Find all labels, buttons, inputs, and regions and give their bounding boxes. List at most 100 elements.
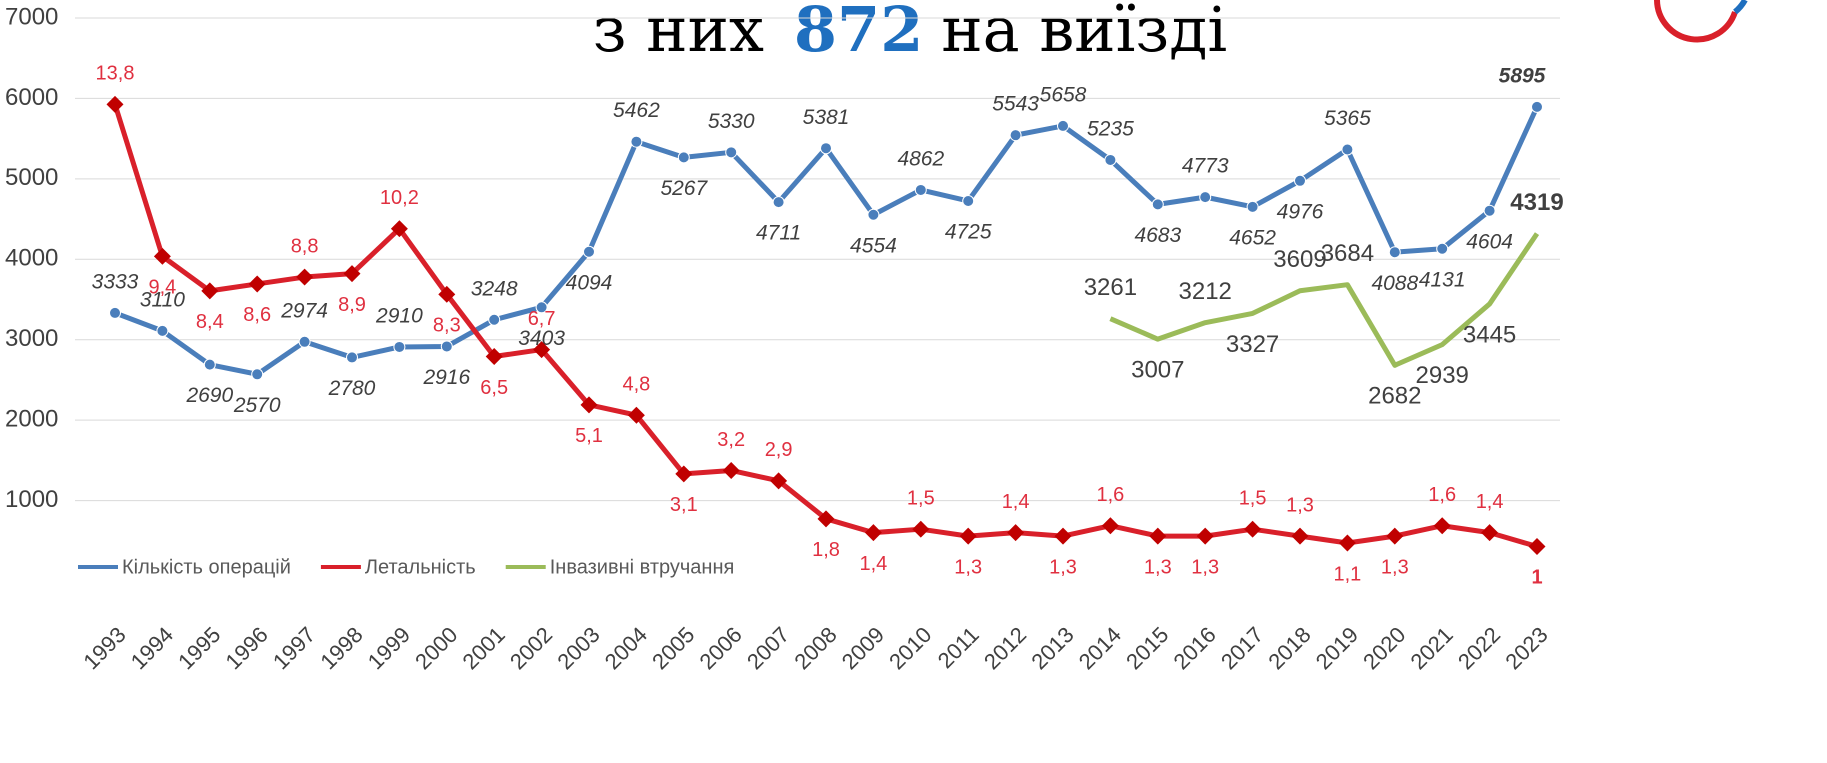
data-point xyxy=(583,245,595,258)
data-label: 2974 xyxy=(280,299,328,322)
data-label: 5658 xyxy=(1040,83,1087,106)
title-part: з них xyxy=(593,0,764,66)
data-point xyxy=(1436,242,1449,255)
series-line xyxy=(1109,232,1540,368)
data-label: 8,6 xyxy=(243,304,271,326)
data-point xyxy=(485,348,503,365)
legend-label: Інвазивні втручання xyxy=(550,556,735,578)
data-point xyxy=(722,461,740,479)
x-tick-label: 2004 xyxy=(600,622,652,674)
data-label: 5235 xyxy=(1087,118,1134,141)
data-label: 1,4 xyxy=(1476,491,1504,513)
data-point xyxy=(1246,200,1259,213)
x-tick-label: 2010 xyxy=(884,622,936,674)
data-label: 1,4 xyxy=(1002,491,1030,513)
x-tick-label: 2005 xyxy=(647,622,699,674)
data-point xyxy=(1057,119,1069,132)
x-tick-label: 2003 xyxy=(552,622,604,674)
data-point xyxy=(1199,191,1212,204)
data-point xyxy=(864,524,882,542)
y-tick-label: 4000 xyxy=(5,245,58,272)
data-label: 5462 xyxy=(613,99,660,122)
data-label: 3609 xyxy=(1273,246,1326,273)
data-label: 5,1 xyxy=(575,425,603,447)
data-label: 4711 xyxy=(756,222,801,245)
data-point xyxy=(533,341,551,359)
x-tick-label: 2000 xyxy=(410,622,462,674)
data-point xyxy=(1433,517,1451,535)
data-point xyxy=(1481,524,1499,542)
data-point xyxy=(1196,527,1214,545)
data-label: 5365 xyxy=(1324,107,1371,130)
data-label: 2910 xyxy=(375,304,423,327)
x-tick-label: 2020 xyxy=(1358,622,1410,674)
data-point xyxy=(1291,527,1309,545)
y-tick-label: 3000 xyxy=(5,325,58,352)
data-label: 9,4 xyxy=(148,277,176,299)
data-point xyxy=(296,268,314,286)
data-point xyxy=(677,151,690,164)
legend-label: Кількість операцій xyxy=(122,556,291,578)
x-tick-label: 2023 xyxy=(1500,622,1552,674)
data-point xyxy=(203,358,216,371)
y-tick-label: 2000 xyxy=(5,405,58,432)
data-label: 5895 xyxy=(1499,64,1546,87)
data-point xyxy=(1483,204,1496,217)
data-point xyxy=(1388,246,1401,259)
data-point xyxy=(343,265,361,283)
data-point xyxy=(109,306,121,319)
x-tick-label: 2001 xyxy=(458,622,510,674)
data-point xyxy=(298,335,311,348)
data-point xyxy=(1149,527,1167,545)
data-label: 2690 xyxy=(185,384,233,407)
data-label: 6,5 xyxy=(480,377,508,399)
data-point xyxy=(390,220,408,238)
data-label: 5330 xyxy=(708,110,755,133)
data-point xyxy=(1151,198,1164,211)
x-tick-label: 2007 xyxy=(742,622,794,674)
x-tick-label: 1994 xyxy=(126,622,178,674)
data-point xyxy=(627,406,645,424)
y-tick-label: 5000 xyxy=(5,164,58,191)
data-point xyxy=(770,472,788,490)
title-number: 872 xyxy=(794,0,923,66)
data-label: 4652 xyxy=(1229,226,1276,249)
y-tick-label: 6000 xyxy=(5,84,58,111)
title-part: на виїзді xyxy=(941,0,1227,66)
data-point xyxy=(962,194,975,207)
x-tick-label: 2002 xyxy=(505,622,557,674)
data-point xyxy=(1244,520,1262,538)
x-tick-label: 2018 xyxy=(1263,622,1315,674)
data-label: 4862 xyxy=(897,148,944,171)
x-tick-label: 2015 xyxy=(1121,622,1173,674)
data-point xyxy=(820,142,832,155)
data-label: 3248 xyxy=(471,277,518,300)
x-tick-label: 2006 xyxy=(695,622,747,674)
x-tick-label: 1995 xyxy=(173,622,225,674)
data-label: 1,3 xyxy=(1381,556,1409,578)
data-label: 13,8 xyxy=(96,63,135,85)
data-point xyxy=(772,196,785,209)
data-point xyxy=(867,208,880,221)
data-label: 1,3 xyxy=(954,556,982,578)
data-label: 2939 xyxy=(1416,362,1469,389)
data-point xyxy=(1294,174,1306,187)
data-point xyxy=(251,368,264,381)
data-point xyxy=(438,285,456,303)
data-point xyxy=(1104,153,1117,166)
data-point xyxy=(1338,534,1356,552)
data-label: 3261 xyxy=(1084,274,1137,301)
x-tick-label: 1993 xyxy=(78,622,130,674)
data-label: 1,5 xyxy=(1239,487,1267,509)
data-point xyxy=(580,396,598,414)
x-tick-label: 2013 xyxy=(1026,622,1078,674)
data-label: 1,8 xyxy=(812,539,840,561)
x-tick-label: 1998 xyxy=(315,622,367,674)
data-point xyxy=(959,527,977,545)
data-point xyxy=(201,282,219,300)
data-point xyxy=(440,340,453,353)
data-label: 1,3 xyxy=(1286,494,1314,516)
data-point xyxy=(346,351,358,364)
data-label: 3212 xyxy=(1179,278,1232,305)
data-label: 2916 xyxy=(422,366,470,389)
